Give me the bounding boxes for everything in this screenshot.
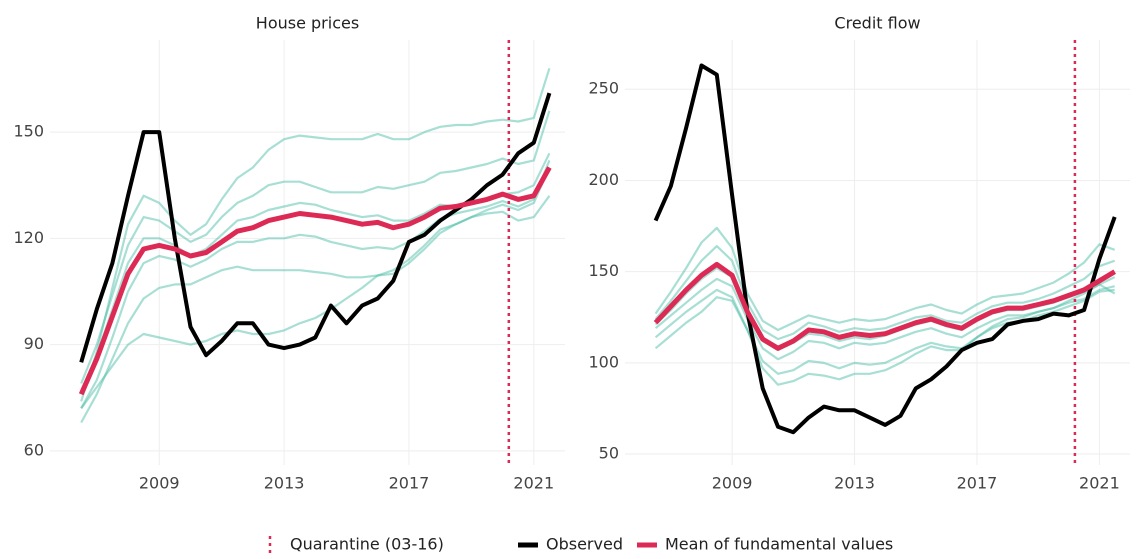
y-tick-label: 200 [588, 170, 619, 189]
y-tick-label: 150 [588, 261, 619, 280]
y-tick-label: 250 [588, 79, 619, 98]
fundamental-line [80, 195, 551, 409]
fundamental-line [654, 283, 1116, 386]
x-tick-label: 2021 [1079, 474, 1120, 493]
fundamental-line [654, 277, 1115, 361]
legend-label: Observed [546, 535, 623, 554]
y-tick-label: 100 [588, 352, 619, 371]
y-tick-label: 120 [13, 228, 44, 247]
fundamental-line [80, 167, 551, 424]
legend-label: Quarantine (03-16) [290, 535, 444, 554]
x-tick-label: 2017 [957, 474, 998, 493]
fundamental-line [654, 288, 1115, 375]
x-tick-label: 2021 [513, 474, 554, 493]
fundamental-line [80, 159, 551, 409]
panel-title: Credit flow [834, 14, 920, 33]
y-tick-label: 50 [599, 444, 619, 463]
y-tick-label: 60 [24, 440, 44, 459]
fundamental-line [654, 226, 1116, 332]
x-tick-label: 2013 [834, 474, 875, 493]
panel-title: House prices [256, 14, 359, 33]
y-tick-label: 90 [24, 334, 44, 353]
fundamental-line [80, 67, 551, 402]
fundamental-line [654, 245, 1116, 341]
y-tick-label: 150 [13, 122, 44, 141]
fundamental-line [80, 110, 551, 384]
observed-line [653, 63, 1117, 435]
legend-label: Mean of fundamental values [665, 535, 893, 554]
mean-line [653, 261, 1116, 351]
x-tick-label: 2013 [264, 474, 305, 493]
x-tick-label: 2017 [389, 474, 430, 493]
x-tick-label: 2009 [712, 474, 753, 493]
x-tick-label: 2009 [139, 474, 180, 493]
observed-line [79, 92, 552, 363]
mean-line [78, 166, 552, 396]
